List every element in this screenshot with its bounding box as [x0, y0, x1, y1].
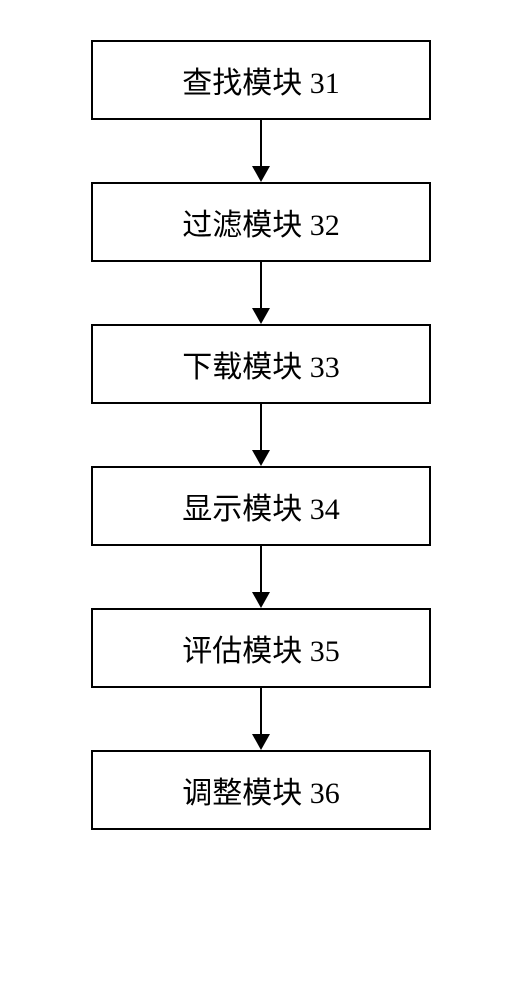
node-label: 调整模块 36 [182, 768, 340, 812]
node-label: 评估模块 35 [182, 626, 340, 670]
flowchart-container: 查找模块 31 过滤模块 32 下载模块 33 显示模块 34 评估模块 35 … [91, 40, 431, 830]
arrow-line [260, 546, 263, 592]
arrow-head-icon [252, 734, 270, 750]
arrow-head-icon [252, 308, 270, 324]
arrow-icon [260, 262, 263, 324]
node-search-module: 查找模块 31 [91, 40, 431, 120]
arrow-icon [260, 120, 263, 182]
node-evaluate-module: 评估模块 35 [91, 608, 431, 688]
arrow-icon [260, 404, 263, 466]
node-filter-module: 过滤模块 32 [91, 182, 431, 262]
arrow-line [260, 688, 263, 734]
arrow-icon [260, 688, 263, 750]
arrow-head-icon [252, 592, 270, 608]
node-label: 显示模块 34 [182, 484, 340, 528]
arrow-line [260, 262, 263, 308]
arrow-head-icon [252, 166, 270, 182]
arrow-line [260, 404, 263, 450]
node-label: 下载模块 33 [182, 342, 340, 386]
node-display-module: 显示模块 34 [91, 466, 431, 546]
arrow-icon [260, 546, 263, 608]
node-label: 查找模块 31 [182, 58, 340, 102]
node-adjust-module: 调整模块 36 [91, 750, 431, 830]
node-label: 过滤模块 32 [182, 200, 340, 244]
node-download-module: 下载模块 33 [91, 324, 431, 404]
arrow-head-icon [252, 450, 270, 466]
arrow-line [260, 120, 263, 166]
